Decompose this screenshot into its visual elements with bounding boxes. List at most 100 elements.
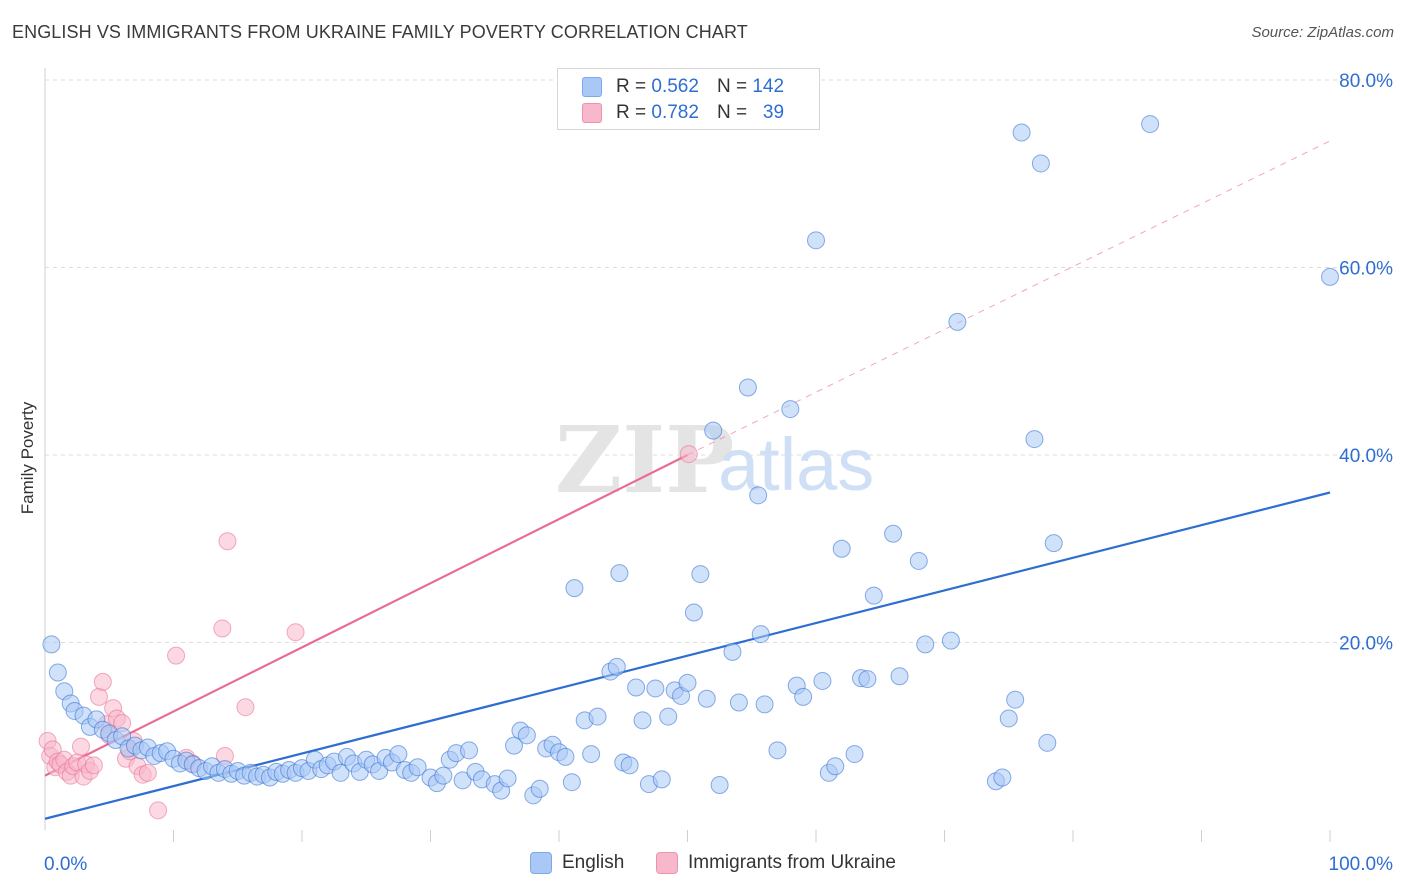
english-point (659, 707, 678, 726)
english-point (941, 631, 960, 650)
english-point (738, 378, 757, 397)
ukraine-point (213, 619, 232, 638)
english-point (826, 757, 845, 776)
y-tick-label: 20.0% (1339, 634, 1393, 655)
english-point (453, 771, 472, 790)
english-point (610, 564, 629, 583)
n-value-english: 142 (752, 76, 785, 97)
ukraine-swatch (582, 103, 602, 123)
english-point (42, 635, 61, 654)
english-point (729, 693, 748, 712)
english-trend-line (44, 491, 1331, 820)
data-points (38, 115, 1339, 820)
english-point (565, 579, 584, 598)
english-point (498, 769, 517, 788)
ukraine-point (679, 445, 698, 464)
english-point (751, 625, 770, 644)
y-tick-label: 40.0% (1339, 446, 1393, 467)
english-point (794, 687, 813, 706)
english-point (858, 670, 877, 689)
english-point (916, 635, 935, 654)
english-point (781, 400, 800, 419)
english-point (697, 689, 716, 708)
english-point (389, 745, 408, 764)
ukraine-point (167, 646, 186, 665)
english-point (723, 642, 742, 661)
english-swatch (582, 77, 602, 97)
english-point (434, 766, 453, 785)
ukraine-point (89, 687, 108, 706)
english-point (652, 770, 671, 789)
english-point (832, 539, 851, 558)
english-point (710, 776, 729, 794)
english-point (620, 756, 639, 775)
ukraine-point (149, 801, 168, 820)
english-point (1012, 123, 1031, 142)
english-point (505, 736, 524, 755)
english-point (684, 603, 703, 622)
series-english (42, 115, 1339, 805)
english-point (704, 421, 723, 440)
english-point (890, 667, 909, 686)
ukraine-trend-line (44, 454, 688, 777)
legend-row-ukraine: R = 0.782 N = 39 (582, 100, 784, 126)
ukraine-legend-swatch (656, 852, 678, 874)
english-point (768, 741, 787, 760)
y-tick-label: 60.0% (1339, 259, 1393, 280)
english-point (607, 657, 626, 676)
english-point (807, 231, 825, 250)
legend-row-english: R = 0.562 N = 142 (582, 74, 784, 100)
english-point (646, 679, 665, 698)
ukraine-point (286, 623, 305, 642)
y-tick-label: 80.0% (1339, 71, 1393, 92)
gridlines (45, 79, 1392, 643)
english-point (460, 741, 479, 760)
n-value-ukraine: 39 (762, 102, 785, 123)
english-point (588, 707, 607, 726)
english-point (884, 524, 903, 543)
chart-title: ENGLISH VS IMMIGRANTS FROM UKRAINE FAMIL… (12, 22, 748, 42)
r-value-english: 0.562 (651, 76, 699, 97)
english-point (1006, 690, 1025, 709)
english-point (331, 763, 350, 782)
watermark-atlas: atlas (718, 423, 874, 506)
english-point (909, 551, 928, 570)
x-tick-label: 100.0% (1329, 854, 1394, 875)
legend-label-english: English (562, 852, 625, 873)
english-point (1025, 430, 1044, 449)
english-point (755, 695, 774, 714)
legend-item-english: English (530, 852, 624, 874)
ukraine-point (84, 756, 103, 775)
ukraine-point (71, 737, 90, 756)
english-point (530, 779, 549, 798)
english-legend-swatch (530, 852, 552, 874)
english-point (749, 486, 768, 505)
english-point (48, 663, 67, 682)
watermark-zip: ZIP (555, 406, 734, 514)
english-point (633, 711, 652, 730)
ukraine-point (93, 672, 112, 691)
source-label: Source: ZipAtlas.com (1251, 24, 1394, 41)
english-point (582, 745, 601, 764)
english-point (678, 673, 697, 692)
english-point (408, 758, 427, 777)
english-point (691, 565, 710, 584)
r-value-ukraine: 0.782 (651, 102, 699, 123)
ukraine-point (236, 698, 255, 717)
n-label: N = (716, 76, 748, 97)
english-point (1031, 154, 1050, 173)
series-legend: English Immigrants from Ukraine (0, 852, 1406, 878)
english-point (948, 312, 967, 331)
correlation-legend: R = 0.562 N = 142 R = 0.782 N = 39 (557, 68, 820, 130)
english-point (864, 586, 883, 605)
axes (44, 68, 1331, 842)
n-label: N = (716, 102, 748, 123)
legend-item-ukraine: Immigrants from Ukraine (656, 852, 896, 874)
ukraine-point (138, 763, 157, 782)
english-point (556, 747, 575, 766)
english-point (1044, 534, 1063, 553)
english-point (517, 726, 536, 745)
english-point (1141, 115, 1160, 134)
english-point (562, 773, 581, 792)
